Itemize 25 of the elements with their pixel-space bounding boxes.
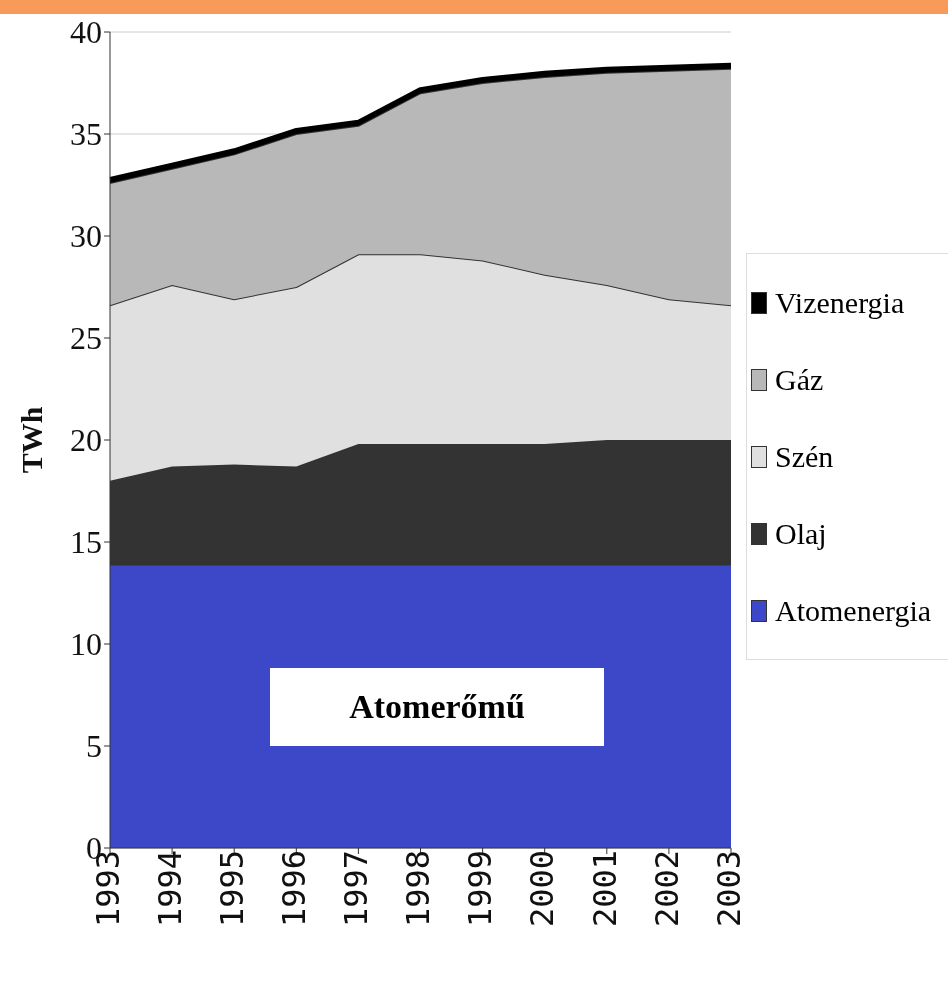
legend-label: Olaj	[775, 516, 827, 551]
y-tick-label: 15	[70, 524, 102, 561]
y-tick-label: 20	[70, 422, 102, 459]
x-tick-label: 1996	[275, 850, 314, 928]
x-tick-label: 1997	[337, 850, 376, 928]
legend-label: Vizenergia	[775, 285, 905, 320]
x-tick-label: 2003	[709, 850, 748, 928]
legend-label: Gáz	[775, 362, 824, 397]
x-tick-label: 2001	[585, 850, 624, 928]
y-tick-label: 40	[70, 14, 102, 51]
y-tick-label: 35	[70, 116, 102, 153]
legend-label: Atomenergia	[775, 593, 932, 628]
legend-label: Szén	[775, 439, 834, 474]
y-tick-label: 25	[70, 320, 102, 357]
annotation: Atomerőmű	[349, 688, 525, 726]
x-tick-label: 1994	[150, 850, 189, 928]
y-tick-label: 10	[70, 626, 102, 663]
y-tick-label: 5	[86, 728, 102, 765]
y-tick-label: 30	[70, 218, 102, 255]
x-tick-label: 2000	[523, 850, 562, 928]
x-tick-label: 1995	[212, 850, 251, 928]
x-tick-label: 1998	[399, 850, 438, 928]
x-tick-label: 1999	[461, 850, 500, 928]
y-axis-title: TWh	[14, 406, 48, 474]
x-tick-label: 2002	[647, 850, 686, 928]
